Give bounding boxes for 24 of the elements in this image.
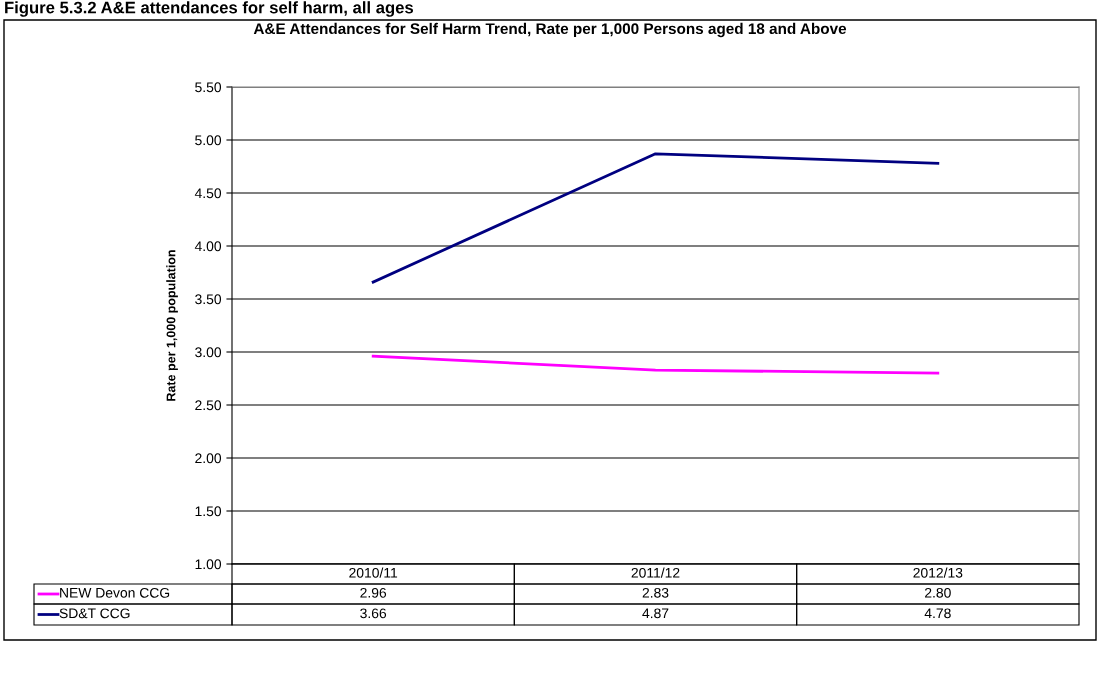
x-tick-label: 2010/11 <box>349 567 398 578</box>
y-tick-label: 3.00 <box>195 347 222 358</box>
data-label: 2.80 <box>925 587 951 598</box>
legend-label: SD&T CCG <box>59 608 130 619</box>
x-tick-label: 2012/13 <box>913 567 963 578</box>
y-tick-label: 3.50 <box>195 294 222 305</box>
y-tick-label: 4.00 <box>194 241 222 252</box>
data-label: 4.87 <box>642 608 669 619</box>
y-tick-label: 1.00 <box>195 559 222 570</box>
data-label: 2.96 <box>360 587 387 598</box>
y-tick-label: 5.50 <box>195 82 222 93</box>
y-tick-label: 2.50 <box>195 400 222 411</box>
chart-title: A&E Attendances for Self Harm Trend, Rate per 1,000 Persons aged 18 and Above <box>253 22 847 38</box>
x-tick-label: 2011/12 <box>631 567 680 578</box>
y-tick-label: 4.50 <box>194 188 222 199</box>
legend-label: NEW Devon CCG <box>60 587 170 598</box>
y-axis-title: Rate per 1,000 population <box>166 250 178 401</box>
y-tick-label: 1.50 <box>195 506 222 517</box>
data-label: 2.83 <box>642 587 669 598</box>
y-tick-label: 2.00 <box>195 453 222 464</box>
y-tick-label: 5.00 <box>195 135 222 146</box>
data-label: 4.78 <box>924 608 951 619</box>
caption: Figure 5.3.2 A&E attendances for self harm, all ages <box>5 1 414 17</box>
data-label: 3.66 <box>360 608 387 619</box>
